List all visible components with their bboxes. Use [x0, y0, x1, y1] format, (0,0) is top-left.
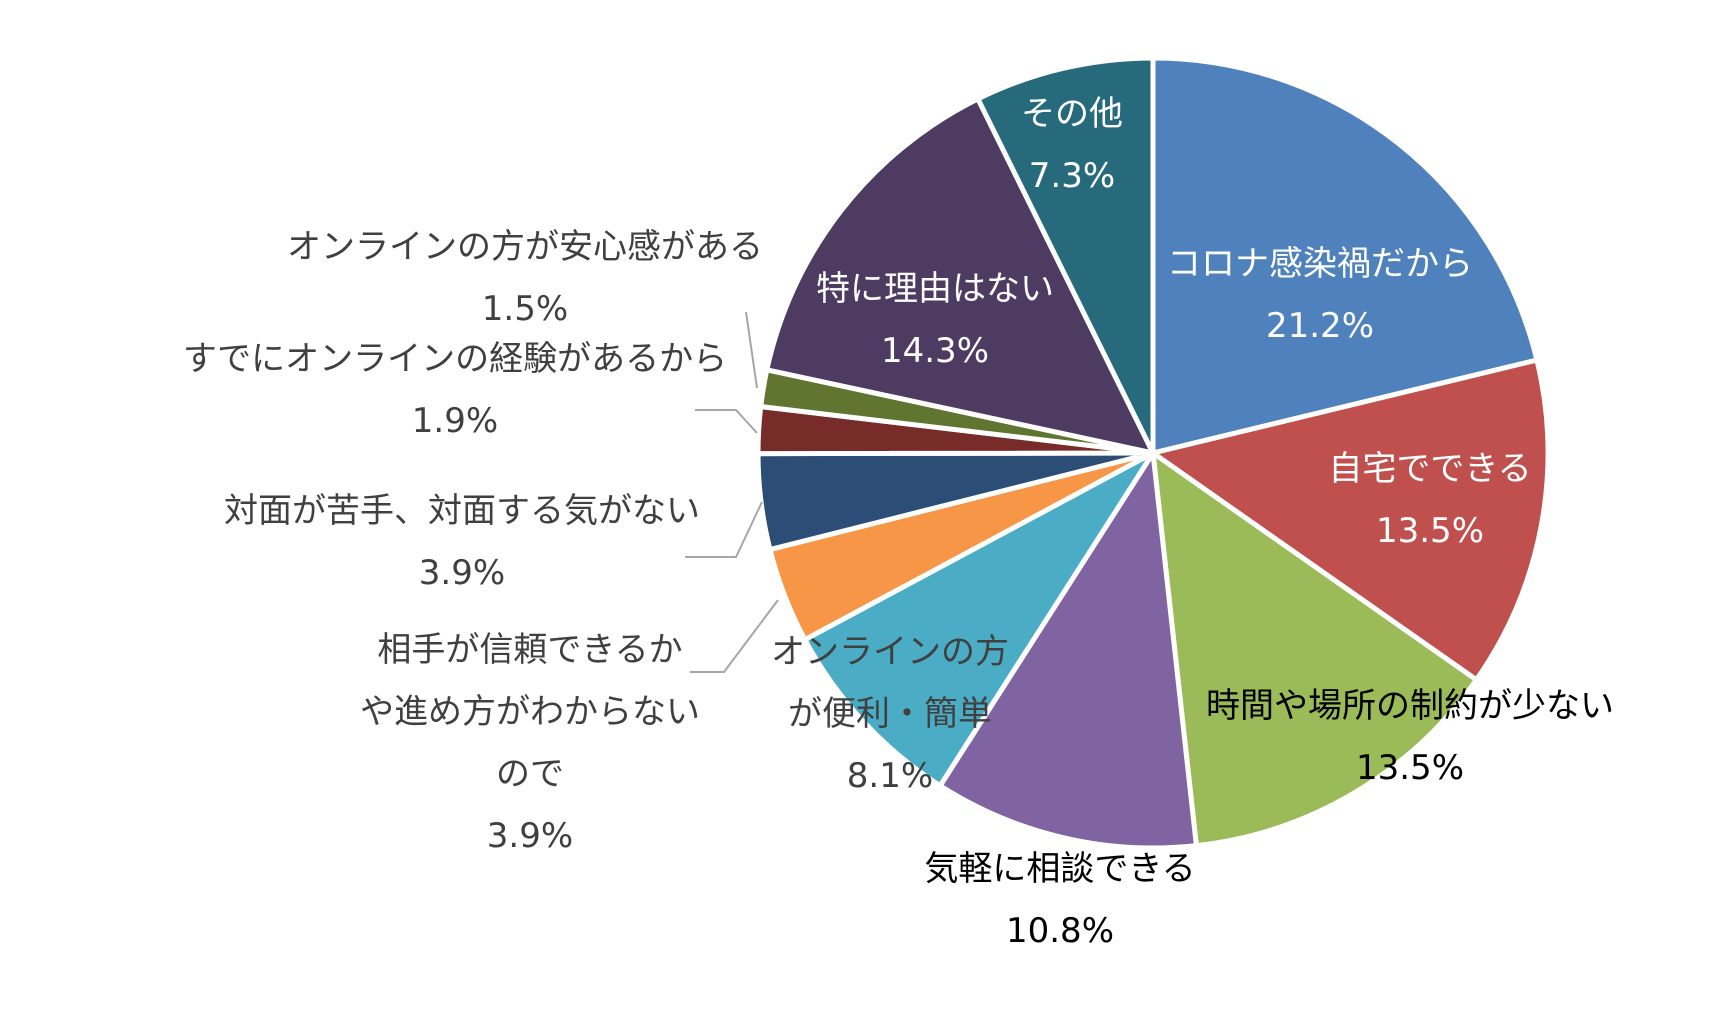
slice-label-10: その他 7.3%: [1021, 94, 1123, 196]
slice-label-text: や進め方がわからない: [360, 692, 700, 732]
slice-label-3: 気軽に相談できる 10.8%: [924, 849, 1195, 951]
slice-value-label: 10.8%: [1006, 911, 1114, 951]
slice-value-label: 14.3%: [881, 331, 989, 371]
pie-slice-10: [975, 55, 1156, 456]
pie-slice-2: [1150, 450, 1479, 849]
slice-label-text: 特に理由はない: [816, 269, 1054, 309]
slice-value-label: 1.9%: [412, 401, 498, 441]
slice-label-text: 相手が信頼できるか: [377, 630, 682, 670]
slice-label-text: オンラインの方が安心感がある: [287, 227, 763, 267]
slice-label-text: その他: [1021, 94, 1123, 134]
leader-line-6: [685, 501, 763, 558]
slice-label-1: 自宅でできる 13.5%: [1328, 449, 1531, 551]
slice-value-label: 8.1%: [847, 756, 933, 796]
pie-slice-4: [802, 450, 1156, 789]
slice-label-text: オンラインの方: [771, 632, 1009, 672]
slice-label-text: 気軽に相談できる: [924, 849, 1195, 889]
slice-label-text: ので: [496, 754, 564, 794]
pie-slice-9: [764, 96, 1156, 456]
slice-value-label: 3.9%: [419, 553, 505, 593]
pie-slice-3: [937, 450, 1199, 851]
slice-label-6: 対面が苦手、対面する気がない 3.9%: [224, 491, 700, 593]
slice-value-label: 13.5%: [1376, 511, 1484, 551]
slices-layer: [755, 55, 1551, 851]
leader-line-5: [690, 599, 779, 673]
slice-value-label: 7.3%: [1029, 156, 1115, 196]
slice-label-9: 特に理由はない 14.3%: [816, 269, 1054, 371]
leader-line-7: [695, 409, 758, 434]
pie-slice-0: [1150, 55, 1540, 456]
slice-value-label: 13.5%: [1356, 748, 1464, 788]
slice-label-text: 自宅でできる: [1328, 449, 1531, 489]
leader-lines-layer: [685, 311, 779, 673]
slice-label-text: が便利・簡単: [788, 694, 992, 734]
leader-line-8: [745, 311, 758, 389]
labels-layer: コロナ感染禍だから 21.2% 自宅でできる 13.5% 時間や場所の制約が少ない 13.…: [183, 94, 1614, 951]
slice-label-8: オンラインの方が安心感がある 1.5%: [287, 227, 763, 329]
slice-label-text: すでにオンラインの経験があるから: [183, 339, 727, 379]
slice-label-0: コロナ感染禍だから 21.2%: [1167, 244, 1473, 346]
slice-label-7: すでにオンラインの経験があるから 1.9%: [183, 339, 727, 441]
slice-label-text: コロナ感染禍だから: [1167, 244, 1473, 284]
slice-label-text: 時間や場所の制約が少ない: [1206, 686, 1614, 726]
slice-value-label: 1.5%: [482, 289, 568, 329]
slice-label-text: 対面が苦手、対面する気がない: [224, 491, 700, 531]
slice-value-label: 3.9%: [487, 816, 573, 856]
slice-value-label: 21.2%: [1266, 306, 1374, 346]
slice-label-2: 時間や場所の制約が少ない 13.5%: [1206, 686, 1614, 788]
pie-slice-1: [1150, 357, 1551, 683]
